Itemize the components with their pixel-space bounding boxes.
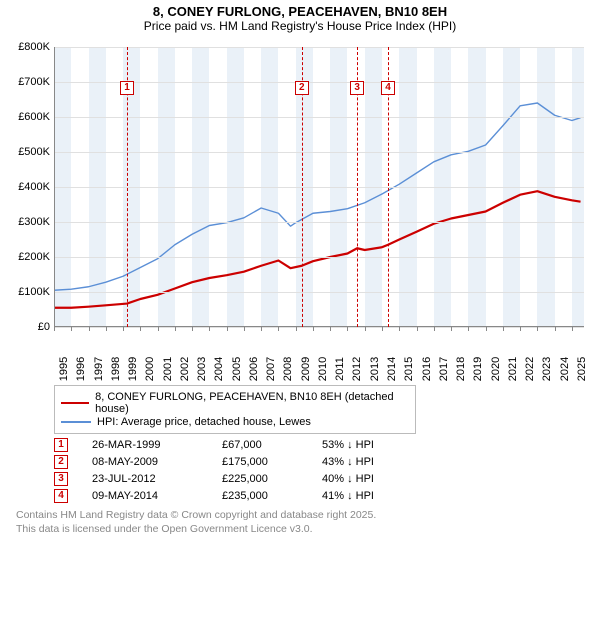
transaction-price: £225,000	[222, 473, 322, 485]
transaction-row: 4 09-MAY-2014£235,00041% ↓ HPI	[54, 489, 592, 503]
x-tick-label: 2023	[541, 357, 553, 381]
transaction-number: 1	[54, 438, 68, 452]
y-tick-label: £600K	[18, 111, 50, 123]
x-tick-label: 2025	[576, 357, 588, 381]
transaction-pct: 40% ↓ HPI	[322, 473, 432, 485]
x-tick-label: 2003	[196, 357, 208, 381]
transaction-pct: 41% ↓ HPI	[322, 490, 432, 502]
transaction-price: £235,000	[222, 490, 322, 502]
x-tick-label: 2021	[507, 357, 519, 381]
h-gridline	[54, 117, 584, 118]
legend-swatch	[61, 421, 91, 422]
h-gridline	[54, 187, 584, 188]
x-tick-label: 1999	[127, 357, 139, 381]
y-tick-label: £0	[38, 321, 50, 333]
x-tick-label: 2004	[213, 357, 225, 381]
chart-container: 8, CONEY FURLONG, PEACEHAVEN, BN10 8EH P…	[0, 0, 600, 540]
x-tick-label: 2011	[334, 357, 346, 381]
transaction-number: 3	[54, 472, 68, 486]
x-tick-label: 1995	[58, 357, 70, 381]
title-block: 8, CONEY FURLONG, PEACEHAVEN, BN10 8EH P…	[8, 4, 592, 33]
h-gridline	[54, 327, 584, 328]
y-tick-label: £300K	[18, 216, 50, 228]
transaction-marker-box: 4	[381, 81, 395, 95]
chart-subtitle: Price paid vs. HM Land Registry's House …	[8, 19, 592, 33]
series-subject	[54, 191, 581, 308]
series-hpi	[54, 103, 581, 290]
transaction-row: 3 23-JUL-2012£225,00040% ↓ HPI	[54, 472, 592, 486]
transaction-price: £67,000	[222, 439, 322, 451]
x-tick-label: 2017	[438, 357, 450, 381]
x-tick-label: 2015	[403, 357, 415, 381]
y-tick-label: £400K	[18, 181, 50, 193]
y-tick-label: £200K	[18, 251, 50, 263]
h-gridline	[54, 257, 584, 258]
transaction-price: £175,000	[222, 456, 322, 468]
transaction-marker-box: 3	[350, 81, 364, 95]
x-tick-label: 2000	[144, 357, 156, 381]
x-tick-label: 1996	[75, 357, 87, 381]
legend: 8, CONEY FURLONG, PEACEHAVEN, BN10 8EH (…	[54, 385, 416, 434]
x-tick-label: 2014	[386, 357, 398, 381]
x-tick-label: 1997	[93, 357, 105, 381]
transaction-date: 23-JUL-2012	[92, 473, 222, 485]
chart-title: 8, CONEY FURLONG, PEACEHAVEN, BN10 8EH	[8, 4, 592, 19]
y-tick-label: £100K	[18, 286, 50, 298]
transaction-date: 08-MAY-2009	[92, 456, 222, 468]
transaction-row: 1 26-MAR-1999£67,00053% ↓ HPI	[54, 438, 592, 452]
transaction-pct: 43% ↓ HPI	[322, 456, 432, 468]
h-gridline	[54, 47, 584, 48]
transactions-table: 1 26-MAR-1999£67,00053% ↓ HPI 2 08-MAY-2009…	[54, 438, 592, 503]
footer: Contains HM Land Registry data © Crown c…	[16, 509, 592, 536]
y-tick-label: £800K	[18, 41, 50, 53]
x-tick-label: 2013	[369, 357, 381, 381]
y-tick-label: £700K	[18, 76, 50, 88]
footer-line2: This data is licensed under the Open Gov…	[16, 523, 592, 537]
x-tick-label: 2007	[265, 357, 277, 381]
transaction-marker-box: 2	[295, 81, 309, 95]
legend-swatch	[61, 402, 89, 404]
legend-label: HPI: Average price, detached house, Lewe…	[97, 416, 311, 428]
x-tick-label: 2018	[455, 357, 467, 381]
x-tick-label: 2024	[559, 357, 571, 381]
y-axis: £0£100K£200K£300K£400K£500K£600K£700K£80…	[8, 47, 52, 327]
x-tick-label: 2010	[317, 357, 329, 381]
chart-area: £0 £100K £200K £300K £400K £500K £600K £700K £80…	[8, 39, 592, 379]
h-gridline	[54, 222, 584, 223]
h-gridline	[54, 292, 584, 293]
x-tick-label: 2016	[421, 357, 433, 381]
transaction-marker-box: 1	[120, 81, 134, 95]
x-tick-label: 1998	[110, 357, 122, 381]
x-tick-label: 2006	[248, 357, 260, 381]
x-tick-label: 2009	[300, 357, 312, 381]
footer-line1: Contains HM Land Registry data © Crown c…	[16, 509, 592, 523]
x-tick-label: 2020	[490, 357, 502, 381]
x-tick-label: 2012	[351, 357, 363, 381]
x-tick-label: 2002	[179, 357, 191, 381]
x-tick-label: 2008	[282, 357, 294, 381]
transaction-row: 2 08-MAY-2009£175,00043% ↓ HPI	[54, 455, 592, 469]
transaction-date: 26-MAR-1999	[92, 439, 222, 451]
transaction-date: 09-MAY-2014	[92, 490, 222, 502]
transaction-number: 4	[54, 489, 68, 503]
x-tick-label: 2005	[231, 357, 243, 381]
transaction-pct: 53% ↓ HPI	[322, 439, 432, 451]
x-tick-label: 2019	[472, 357, 484, 381]
transaction-number: 2	[54, 455, 68, 469]
legend-label: 8, CONEY FURLONG, PEACEHAVEN, BN10 8EH (…	[95, 391, 409, 415]
h-gridline	[54, 152, 584, 153]
legend-item: HPI: Average price, detached house, Lewe…	[61, 416, 409, 428]
y-tick-label: £500K	[18, 146, 50, 158]
x-axis: 1995199619971998199920002001200220032004…	[54, 331, 584, 377]
x-tick-label: 2001	[162, 357, 174, 381]
legend-item: 8, CONEY FURLONG, PEACEHAVEN, BN10 8EH (…	[61, 391, 409, 415]
x-tick-label: 2022	[524, 357, 536, 381]
plot-area: 1 2 3 4	[54, 47, 584, 327]
